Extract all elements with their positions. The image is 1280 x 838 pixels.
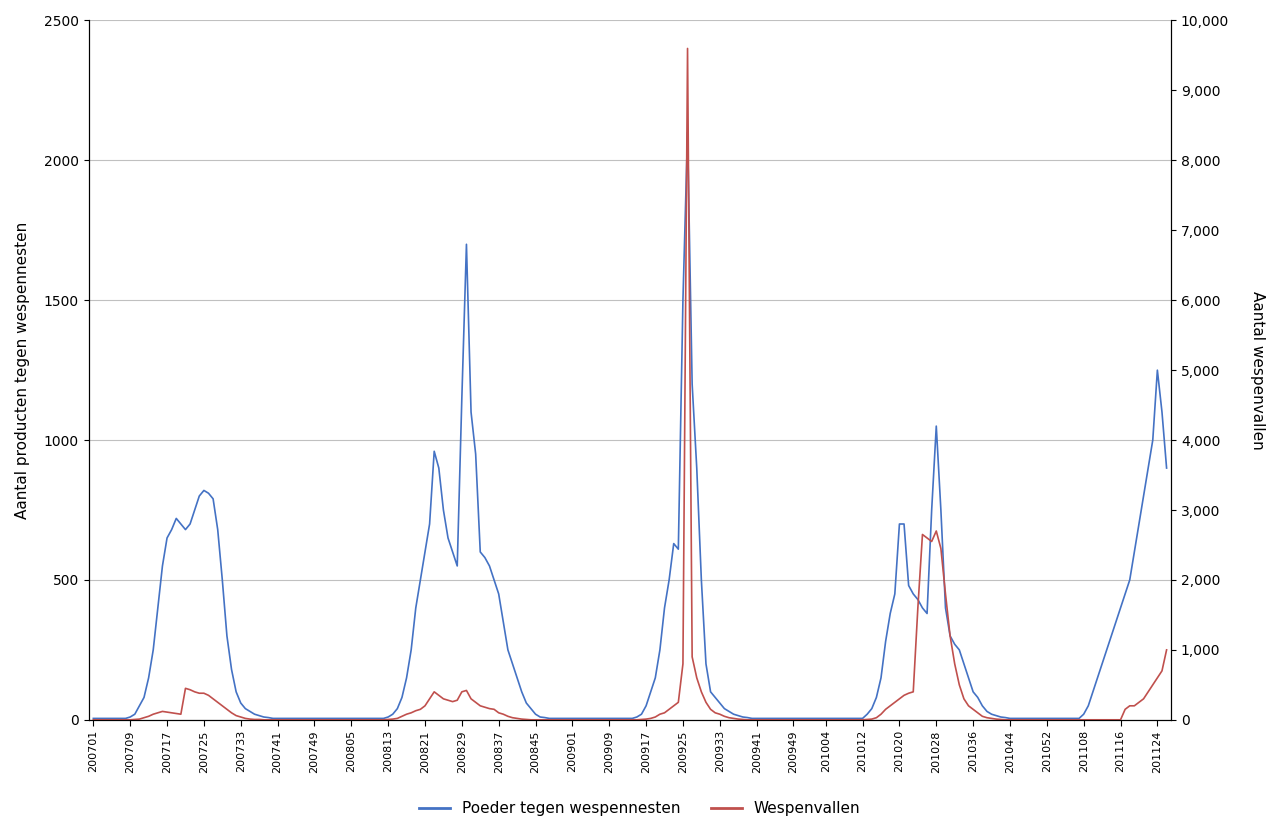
Wespenvallen xyxy=(1158,645,1174,655)
Poeder tegen wespennesten xyxy=(155,561,170,571)
Wespenvallen xyxy=(777,715,792,725)
Wespenvallen xyxy=(399,709,415,719)
Legend: Poeder tegen wespennesten, Wespenvallen: Poeder tegen wespennesten, Wespenvallen xyxy=(413,794,867,822)
Poeder tegen wespennesten xyxy=(492,589,507,599)
Poeder tegen wespennesten xyxy=(777,713,792,723)
Y-axis label: Aantal producten tegen wespennesten: Aantal producten tegen wespennesten xyxy=(15,221,29,519)
Wespenvallen xyxy=(680,44,695,54)
Poeder tegen wespennesten xyxy=(1103,631,1119,641)
Wespenvallen xyxy=(1112,715,1128,725)
Line: Poeder tegen wespennesten: Poeder tegen wespennesten xyxy=(93,132,1166,718)
Poeder tegen wespennesten xyxy=(1158,463,1174,473)
Line: Wespenvallen: Wespenvallen xyxy=(93,49,1166,720)
Poeder tegen wespennesten xyxy=(86,713,101,723)
Wespenvallen xyxy=(1103,715,1119,725)
Wespenvallen xyxy=(492,708,507,718)
Poeder tegen wespennesten xyxy=(399,673,415,683)
Wespenvallen xyxy=(155,706,170,716)
Y-axis label: Aantal wespenvallen: Aantal wespenvallen xyxy=(1251,291,1265,449)
Poeder tegen wespennesten xyxy=(680,127,695,137)
Wespenvallen xyxy=(86,715,101,725)
Poeder tegen wespennesten xyxy=(1112,603,1128,613)
